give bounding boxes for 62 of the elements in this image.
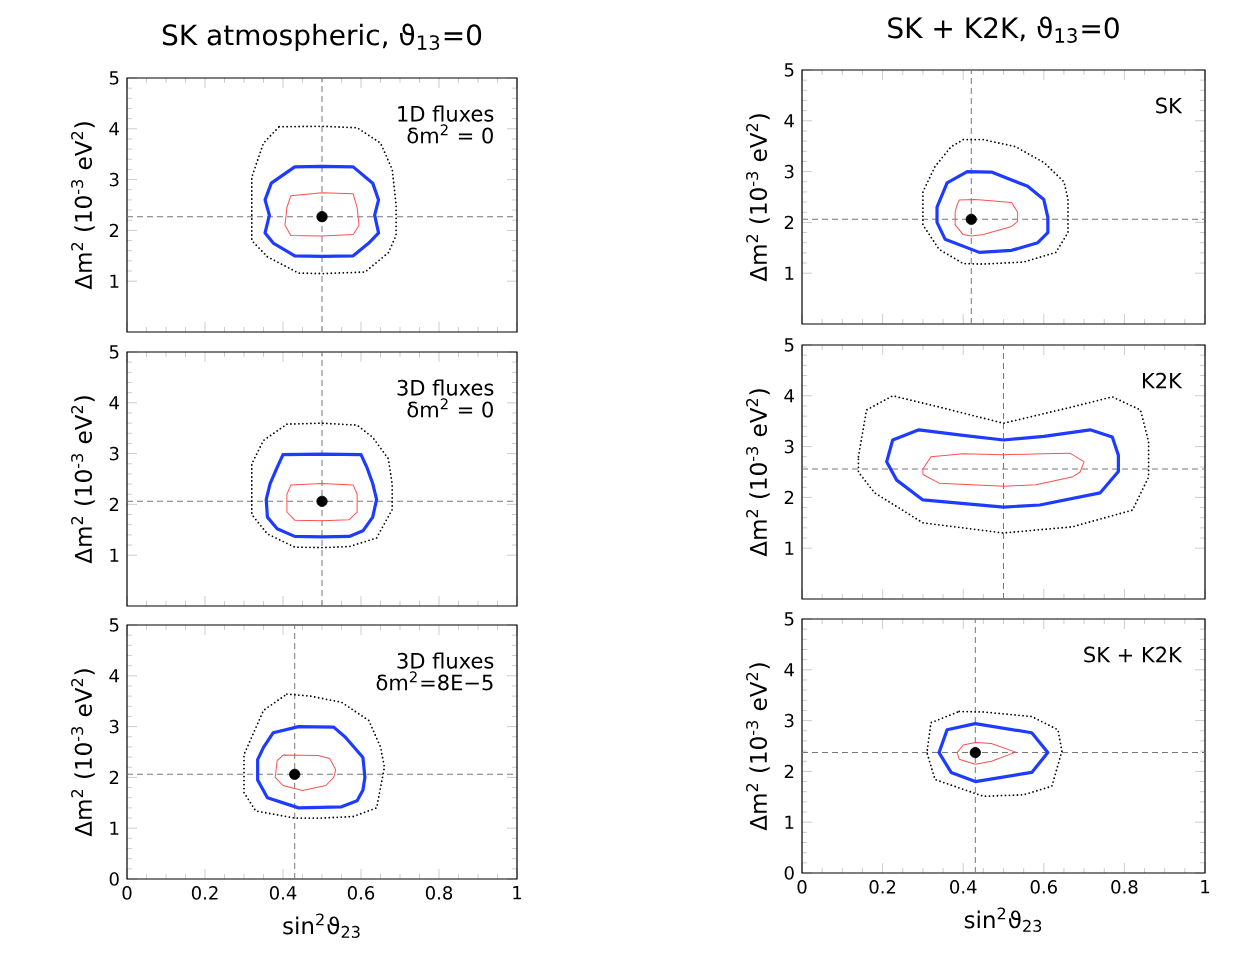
y-tick-label: 3 xyxy=(784,439,794,454)
y-tick-label: 4 xyxy=(784,114,794,128)
y-tick-label: 4 xyxy=(109,669,119,683)
y-tick-label: 3 xyxy=(784,164,794,179)
y-tick-label: 1 xyxy=(785,815,794,829)
y-tick-label: 5 xyxy=(784,338,794,352)
y-tick-label: 1 xyxy=(110,274,119,288)
x-tick-label: 0.2 xyxy=(191,886,218,900)
y-axis-title: Δm$^{2}$ (10$^{-3}$ eV$^{2}$) xyxy=(746,114,770,282)
annotation: δm$^{2}$ = 0 xyxy=(407,124,493,144)
x-axis-title: sin$^{2}$ϑ$_{23}$ xyxy=(964,907,1042,932)
x-tick-label: 0 xyxy=(797,880,807,894)
y-tick-label: 2 xyxy=(109,497,119,512)
y-tick-label: 5 xyxy=(109,345,119,359)
annotation: SK xyxy=(1156,97,1183,114)
x-tick-label: 1 xyxy=(513,886,522,900)
chart-title: SK + K2K, ϑ$_{13}$=0 xyxy=(888,16,1119,43)
y-tick-label: 0 xyxy=(784,866,794,880)
y-tick-label: 1 xyxy=(110,548,119,562)
y-tick-label: 1 xyxy=(110,821,119,835)
annotation: 1D fluxes xyxy=(398,105,494,122)
y-tick-label: 2 xyxy=(784,490,794,505)
annotation: δm$^{2}$=8E−5 xyxy=(376,671,493,691)
y-tick-label: 4 xyxy=(109,122,119,136)
x-tick-label: 1 xyxy=(1201,880,1210,894)
y-tick-label: 2 xyxy=(109,223,119,238)
y-tick-label: 3 xyxy=(109,172,119,187)
y-tick-label: 5 xyxy=(784,63,794,77)
y-axis-title: Δm$^{2}$ (10$^{-3}$ eV$^{2}$) xyxy=(71,396,95,564)
y-axis-title: Δm$^{2}$ (10$^{-3}$ eV$^{2}$) xyxy=(746,663,770,831)
annotation: 3D fluxes xyxy=(397,379,494,396)
y-tick-label: 5 xyxy=(784,612,794,626)
y-tick-label: 4 xyxy=(784,663,794,677)
y-tick-label: 1 xyxy=(785,266,794,280)
x-tick-label: 0.8 xyxy=(1111,880,1138,894)
x-tick-label: 0.8 xyxy=(425,886,453,900)
x-tick-label: 0.6 xyxy=(1030,880,1057,894)
x-axis-title: sin$^{2}$ϑ$_{23}$ xyxy=(283,913,360,938)
x-tick-label: 0.4 xyxy=(269,886,297,900)
y-tick-label: 4 xyxy=(784,389,794,403)
annotation: SK + K2K xyxy=(1084,646,1183,663)
y-tick-label: 2 xyxy=(784,215,794,230)
y-tick-label: 3 xyxy=(784,713,794,728)
x-tick-label: 0.6 xyxy=(347,886,375,900)
y-tick-label: 2 xyxy=(109,770,119,785)
x-tick-label: 0 xyxy=(122,886,132,900)
y-axis-title: Δm$^{2}$ (10$^{-3}$ eV$^{2}$) xyxy=(71,122,95,290)
y-tick-label: 2 xyxy=(784,764,794,779)
y-tick-label: 3 xyxy=(109,446,119,461)
y-tick-label: 5 xyxy=(109,618,119,632)
annotation: K2K xyxy=(1143,372,1183,389)
x-tick-label: 0.4 xyxy=(950,880,977,894)
chart-title: SK atmospheric, ϑ$_{13}$=0 xyxy=(162,23,482,51)
x-tick-label: 0.2 xyxy=(869,880,896,894)
y-tick-label: 1 xyxy=(785,541,794,555)
y-tick-label: 3 xyxy=(109,719,119,734)
annotation: 3D fluxes xyxy=(397,652,494,669)
annotation: δm$^{2}$ = 0 xyxy=(407,398,493,418)
y-axis-title: Δm$^{2}$ (10$^{-3}$ eV$^{2}$) xyxy=(71,669,95,837)
y-axis-title: Δm$^{2}$ (10$^{-3}$ eV$^{2}$) xyxy=(746,389,770,557)
y-tick-label: 5 xyxy=(109,71,119,85)
y-tick-label: 4 xyxy=(109,396,119,410)
